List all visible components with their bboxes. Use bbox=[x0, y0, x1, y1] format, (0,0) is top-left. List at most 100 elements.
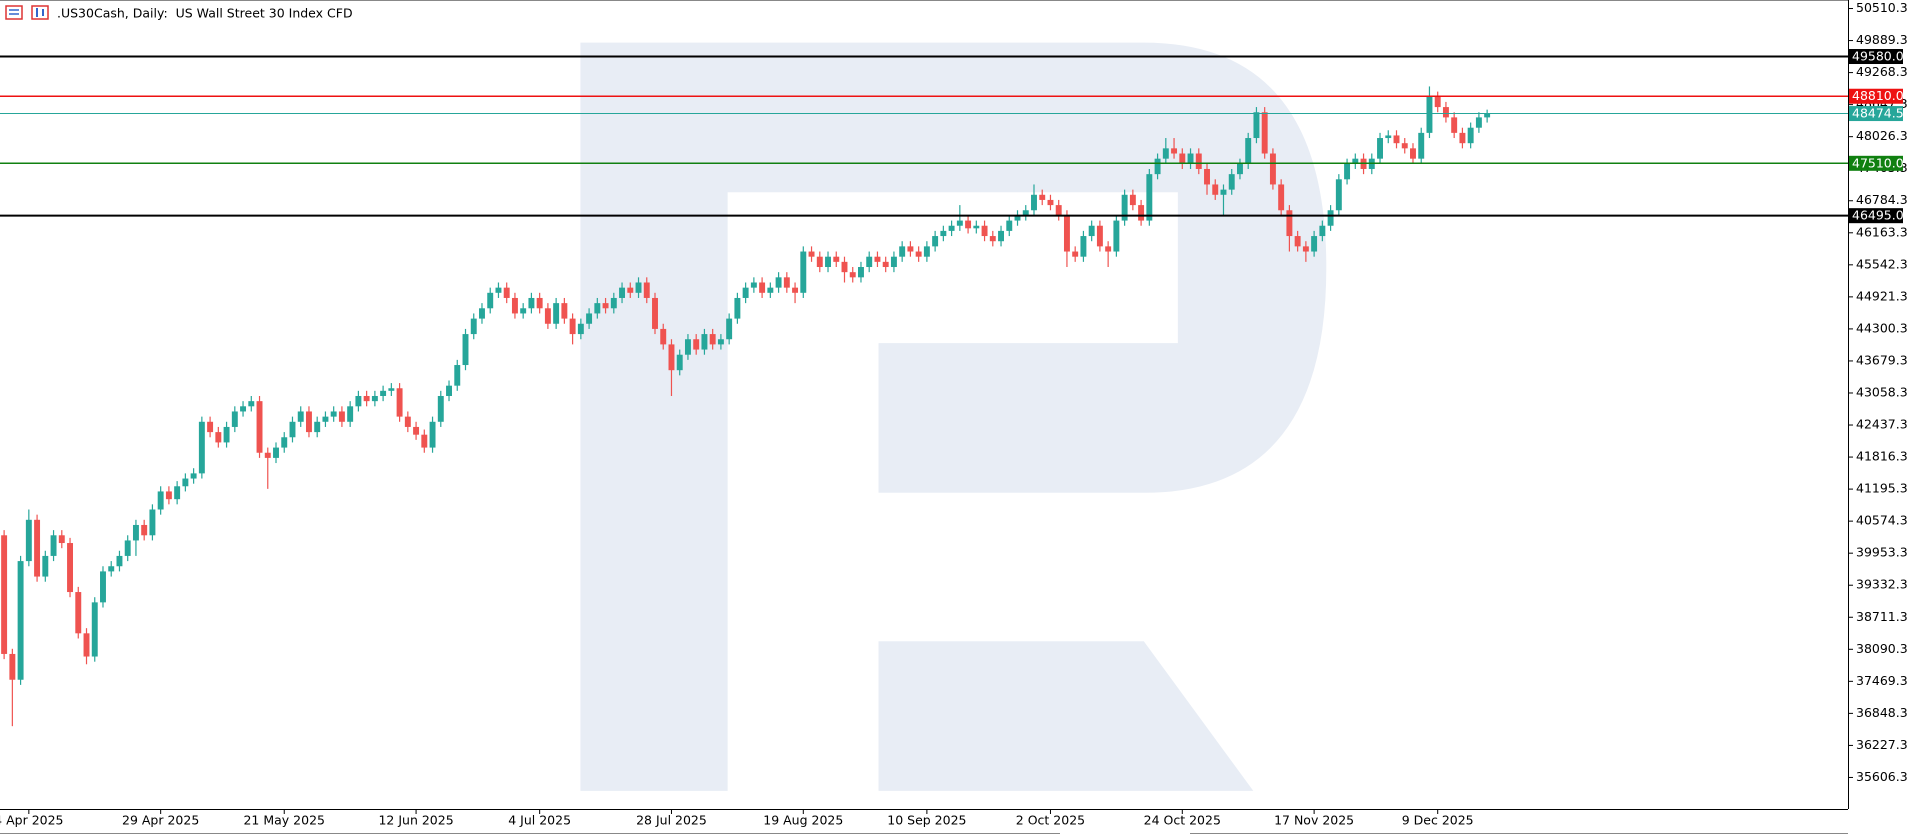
y-tick-label: 44300.3 bbox=[1856, 320, 1908, 335]
candle-body bbox=[775, 277, 782, 288]
x-tick-label: 4 Apr 2025 bbox=[0, 813, 64, 828]
candle-body bbox=[50, 535, 57, 556]
candle-body bbox=[742, 287, 749, 298]
candle-body bbox=[1475, 117, 1482, 128]
candle-body bbox=[256, 401, 263, 453]
candle-body bbox=[528, 297, 535, 309]
candle-body bbox=[1327, 210, 1334, 226]
candle-body bbox=[750, 282, 757, 288]
candle-body bbox=[635, 282, 642, 293]
y-tick-label: 36227.3 bbox=[1856, 737, 1908, 752]
y-tick-label: 41816.3 bbox=[1856, 449, 1908, 464]
candle-body bbox=[668, 344, 675, 371]
watermark-r-leg bbox=[878, 641, 1254, 791]
candle-body bbox=[165, 491, 172, 500]
x-tick-label: 12 Jun 2025 bbox=[378, 813, 453, 828]
candle-body bbox=[816, 256, 823, 268]
candle-body bbox=[1146, 174, 1153, 221]
candle-body bbox=[561, 303, 568, 319]
y-tick-label: 49268.3 bbox=[1856, 64, 1908, 79]
y-tick-label: 48026.3 bbox=[1856, 128, 1908, 143]
candle-body bbox=[404, 416, 411, 427]
candle-body bbox=[1426, 96, 1433, 133]
candle-body bbox=[347, 406, 354, 422]
watermark-logo bbox=[580, 42, 1327, 791]
candle-body bbox=[1434, 96, 1441, 108]
candle-body bbox=[1039, 194, 1046, 200]
x-tick-label: 19 Aug 2025 bbox=[763, 813, 843, 828]
candle-body bbox=[322, 416, 329, 422]
candle-body bbox=[1467, 127, 1474, 144]
candle-body bbox=[1031, 194, 1037, 211]
chart-title: .US30Cash, Daily: US Wall Street 30 Inde… bbox=[57, 6, 353, 21]
level-label-box bbox=[1849, 155, 1903, 171]
candle-body bbox=[1335, 179, 1342, 211]
candle-body bbox=[1484, 113, 1491, 118]
y-tick-label: 38090.3 bbox=[1856, 641, 1908, 656]
y-tick-label: 44921.3 bbox=[1856, 288, 1908, 303]
candle-body bbox=[1418, 132, 1425, 159]
candle-body bbox=[454, 365, 461, 386]
candle-body bbox=[594, 303, 601, 314]
candle-body bbox=[1014, 215, 1021, 221]
candle-body bbox=[833, 256, 840, 262]
watermark-r-bowl bbox=[580, 42, 1327, 791]
candle-body bbox=[890, 256, 897, 268]
candle-body bbox=[281, 437, 288, 448]
candle-body bbox=[1171, 148, 1178, 154]
candle-body bbox=[503, 287, 510, 298]
candle-body bbox=[1113, 220, 1120, 252]
candle-body bbox=[42, 555, 49, 577]
candle-body bbox=[124, 540, 131, 556]
y-tick-label: 40574.3 bbox=[1856, 513, 1908, 528]
candle-body bbox=[627, 287, 634, 293]
candle-body bbox=[1236, 163, 1243, 175]
candle-body bbox=[693, 339, 700, 350]
candle-body bbox=[446, 385, 452, 396]
candle-body bbox=[998, 230, 1005, 242]
y-tick-label: 39332.3 bbox=[1856, 577, 1908, 592]
candle-body bbox=[1138, 205, 1145, 221]
candle-body bbox=[1204, 168, 1210, 185]
candle-body bbox=[273, 447, 279, 458]
candle-body bbox=[413, 426, 420, 435]
x-tick-label: 9 Dec 2025 bbox=[1402, 813, 1474, 828]
candle-body bbox=[1451, 117, 1458, 133]
candle-body bbox=[577, 323, 584, 335]
candle-body bbox=[25, 519, 32, 562]
candle-body bbox=[874, 256, 881, 262]
candle-body bbox=[34, 519, 41, 577]
candle-body bbox=[429, 421, 436, 448]
candle-body bbox=[396, 388, 403, 417]
candle-body bbox=[866, 256, 873, 268]
candle-body bbox=[1286, 210, 1293, 237]
candle-body bbox=[907, 246, 914, 252]
candle-body bbox=[956, 220, 963, 226]
candle-body bbox=[717, 339, 724, 345]
y-tick-label: 45542.3 bbox=[1856, 256, 1908, 271]
candle-body bbox=[9, 653, 16, 680]
candle-body bbox=[619, 287, 626, 298]
candle-body bbox=[1187, 153, 1194, 164]
candle-body bbox=[1129, 194, 1136, 206]
icon-list bbox=[5, 5, 23, 20]
candle-body bbox=[1459, 132, 1466, 144]
candle-body bbox=[421, 434, 428, 448]
candle-body bbox=[1179, 153, 1186, 164]
candle-body bbox=[520, 308, 527, 314]
candles bbox=[1, 86, 1491, 727]
candle-body bbox=[1253, 112, 1260, 139]
candle-body bbox=[1006, 220, 1013, 231]
candle-body bbox=[586, 313, 593, 324]
candle-body bbox=[305, 411, 312, 433]
candle-body bbox=[882, 261, 889, 268]
candle-body bbox=[141, 524, 148, 536]
candle-body bbox=[553, 303, 560, 324]
candle-body bbox=[1072, 251, 1079, 257]
candle-body bbox=[116, 555, 123, 567]
candle-body bbox=[1088, 225, 1095, 237]
candle-body bbox=[825, 256, 831, 268]
candle-body bbox=[1212, 184, 1219, 195]
candle-body bbox=[215, 432, 222, 443]
candle-body bbox=[297, 411, 304, 422]
